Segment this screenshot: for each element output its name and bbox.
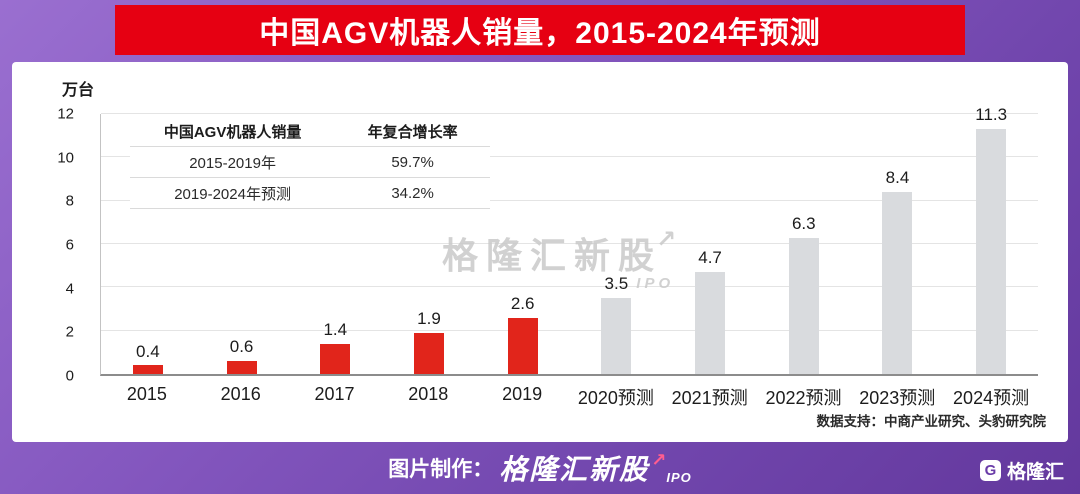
bars-row: 0.4 0.6 1.4 1.9 2.6 3.5 4.7 6.3 8.4 11.3	[101, 106, 1038, 374]
y-tick-label: 6	[65, 236, 74, 254]
cagr-row-period: 2015-2019年	[189, 154, 276, 172]
x-tick-label: 2016	[220, 384, 261, 404]
watermark-brand: 格隆汇新股	[442, 235, 663, 276]
bar-column: 0.6	[195, 114, 289, 374]
logo-g-icon: G	[979, 460, 1001, 481]
bar-value-label: 8.4	[885, 168, 910, 188]
x-tick-label: 2019	[502, 384, 543, 404]
bar-value-label: 0.4	[136, 341, 160, 361]
watermark-sub: IPO	[636, 275, 675, 292]
y-tick-label: 2	[65, 323, 74, 341]
cagr-table-header-cagr: 年复合增长率	[367, 123, 458, 141]
bar-column: 0.4	[101, 114, 195, 374]
bar	[976, 129, 1007, 374]
x-tick-label: 2023预测	[859, 388, 936, 408]
y-tick-label: 4	[65, 280, 74, 298]
x-tick-label: 2024预测	[953, 388, 1030, 408]
plot-area: 0.4 0.6 1.4 1.9 2.6 3.5 4.7 6.3 8.4 11.3	[100, 106, 1038, 376]
bar-value-label: 0.6	[229, 337, 254, 357]
bar-value-label: 4.7	[698, 248, 722, 268]
x-tick-label: 2015	[126, 384, 167, 404]
y-tick-label: 10	[57, 149, 74, 167]
chart-panel: 万台 0 2 4 6 8 10 12 0.4 0.6 1.4 1.9 2.6 3.5 4.7 6.3 8.4…	[12, 62, 1068, 442]
bar	[132, 365, 163, 374]
cagr-row-value: 59.7%	[391, 153, 434, 171]
y-tick-label: 12	[57, 105, 74, 123]
page-title: 中国AGV机器人销量，2015-2024年预测	[259, 17, 821, 50]
bar-column: 1.9	[382, 114, 476, 374]
x-tick-label: 2020预测	[577, 388, 654, 408]
gridline	[101, 243, 1038, 244]
credit-label: 图片制作：	[388, 458, 494, 481]
data-source-note: 数据支持：中商产业研究、头豹研究院	[816, 414, 1047, 429]
cagr-table-header-row: 中国AGV机器人销量 年复合增长率	[130, 116, 490, 147]
cagr-table-row: 2019-2024年预测 34.2%	[130, 178, 490, 209]
bar	[507, 317, 538, 374]
footer-credit: 图片制作： 格隆汇新股 ↗ IPO	[0, 442, 1080, 494]
logo-brand-text: 格隆汇	[1006, 462, 1064, 483]
bar-column: 1.4	[288, 114, 382, 374]
cagr-row-value: 34.2%	[391, 184, 434, 202]
bar	[788, 237, 819, 374]
bar-column: 11.3	[944, 106, 1038, 374]
footer-brand-sub: IPO	[666, 470, 692, 485]
bar	[882, 192, 913, 374]
bar-column: 6.3	[757, 114, 851, 374]
y-tick-label: 0	[65, 367, 74, 385]
gridline	[101, 156, 1038, 158]
bar-value-label: 11.3	[975, 105, 1008, 125]
x-tick-label: 2017	[314, 384, 355, 404]
bar	[320, 343, 351, 374]
bar	[601, 298, 632, 374]
watermark-brand-line: 格隆汇新股 ↗	[442, 226, 685, 279]
bar-value-label: 1.9	[417, 309, 441, 329]
gridline	[101, 113, 1038, 114]
x-tick-label: 2022预测	[765, 388, 842, 408]
bar-value-label: 1.4	[323, 319, 348, 339]
bar	[413, 332, 444, 374]
y-tick-label: 8	[65, 192, 74, 210]
bar-column: 2.6	[476, 114, 570, 374]
bar-column: 8.4	[851, 114, 945, 374]
cagr-table-row: 2015-2019年 59.7%	[130, 147, 490, 178]
title-banner: 中国AGV机器人销量，2015-2024年预测	[115, 5, 965, 55]
gridline	[101, 199, 1038, 201]
footer-brand-name: 格隆汇新股	[499, 454, 650, 485]
y-axis-unit-label: 万台	[62, 82, 95, 99]
trend-arrow-icon: ↗	[651, 449, 667, 470]
gridline	[101, 329, 1038, 331]
gelonghui-logo: G 格隆汇	[979, 457, 1064, 484]
cagr-table-header-sales: 中国AGV机器人销量	[163, 123, 302, 141]
bar-column: 3.5	[570, 114, 664, 374]
bar-value-label: 6.3	[791, 213, 816, 233]
bar	[695, 272, 726, 374]
gridline	[101, 286, 1038, 288]
bar	[226, 361, 257, 374]
y-axis: 0 2 4 6 8 10 12	[12, 106, 90, 385]
bar-column: 4.7	[663, 114, 757, 374]
bar-value-label: 3.5	[604, 274, 629, 294]
x-axis-labels: 2015 2016 2017 2018 2019 2020预测 2021预测 2022预测 20…	[100, 384, 1038, 410]
x-tick-label: 2018	[408, 384, 449, 404]
cagr-table: 中国AGV机器人销量 年复合增长率 2015-2019年 59.7% 2019-…	[130, 116, 490, 209]
cagr-row-period: 2019-2024年预测	[174, 185, 291, 203]
bar-value-label: 2.6	[510, 293, 535, 313]
x-tick-label: 2021预测	[671, 388, 748, 408]
trend-arrow-icon: ↗	[656, 226, 685, 253]
watermark: 格隆汇新股 ↗ IPO	[442, 226, 685, 292]
